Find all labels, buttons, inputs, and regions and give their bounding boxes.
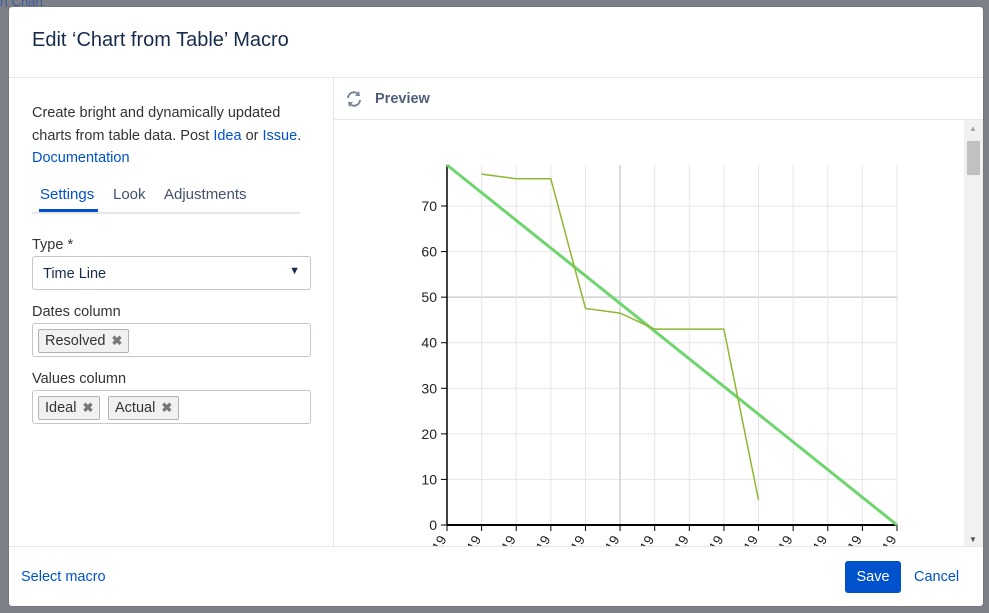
description-or: or (241, 127, 263, 144)
issue-link[interactable]: Issue (262, 127, 298, 144)
settings-tabs: Settings Look Adjustments (32, 186, 300, 214)
description-text: Create bright and dynamically updated ch… (32, 105, 281, 144)
series-line (446, 163, 898, 527)
preview-title: Preview (375, 91, 430, 107)
dialog-title: Edit ‘Chart from Table’ Macro (32, 29, 289, 51)
chip-label: Ideal (45, 400, 77, 416)
tab-look[interactable]: Look (113, 186, 146, 203)
y-tick-label: 20 (421, 426, 437, 442)
documentation-link[interactable]: Documentation (32, 150, 130, 166)
remove-icon[interactable]: ✖ (82, 400, 94, 415)
scroll-down-icon[interactable]: ▼ (969, 535, 977, 544)
dialog-footer: Select macro Save Cancel (9, 546, 983, 606)
y-tick-label: 0 (429, 517, 437, 533)
chevron-down-icon: ▼ (289, 265, 300, 277)
chip-label: Resolved (45, 333, 106, 349)
settings-panel: Create bright and dynamically updated ch… (9, 78, 334, 546)
chip-label: Actual (115, 400, 156, 416)
description-period: . (297, 127, 302, 144)
y-tick-label: 10 (421, 471, 437, 487)
save-button[interactable]: Save (845, 561, 901, 593)
type-label: Type * (32, 237, 74, 253)
description: Create bright and dynamically updated ch… (32, 102, 322, 170)
preview-header: Preview (334, 78, 983, 120)
select-macro-link[interactable]: Select macro (21, 569, 106, 585)
y-tick-label: 40 (421, 335, 437, 351)
y-tick-label: 60 (421, 244, 437, 260)
active-tab-indicator (39, 209, 98, 212)
y-tick-label: 50 (421, 289, 437, 305)
timeline-chart: 01020304050607027 May 201928 May 201929 … (398, 163, 900, 546)
scrollbar-thumb[interactable] (967, 141, 980, 175)
tab-settings[interactable]: Settings (40, 186, 95, 203)
remove-icon[interactable]: ✖ (161, 400, 173, 415)
chip-ideal: Ideal ✖ (38, 396, 101, 420)
scroll-up-icon[interactable]: ▲ (969, 124, 977, 133)
cancel-button[interactable]: Cancel (914, 569, 960, 585)
refresh-icon[interactable] (344, 89, 364, 114)
chip-actual: Actual ✖ (108, 396, 180, 420)
idea-link[interactable]: Idea (213, 127, 242, 144)
preview-scrollbar[interactable]: ▲ ▼ (964, 120, 983, 546)
values-column-label: Values column (32, 371, 127, 387)
chip-resolved: Resolved ✖ (38, 329, 130, 353)
type-select[interactable]: Time Line ▼ (32, 256, 311, 290)
y-tick-label: 30 (421, 380, 437, 396)
remove-icon[interactable]: ✖ (111, 333, 123, 348)
dates-column-label: Dates column (32, 304, 121, 320)
dates-column-input[interactable]: Resolved ✖ (32, 323, 311, 357)
type-select-value: Time Line (43, 266, 107, 282)
x-tick-label: 27 May 2019 (398, 533, 450, 546)
y-tick-label: 70 (421, 198, 437, 214)
values-column-input[interactable]: Ideal ✖ Actual ✖ (32, 390, 311, 424)
tab-adjustments[interactable]: Adjustments (164, 186, 247, 203)
chart-area: 01020304050607027 May 201928 May 201929 … (334, 120, 964, 546)
background-breadcrumb: rt Chart (0, 0, 44, 9)
macro-dialog: Edit ‘Chart from Table’ Macro Create bri… (9, 7, 983, 606)
preview-panel: Preview 01020304050607027 May 201928 May… (334, 78, 983, 546)
series-line (481, 173, 760, 501)
dialog-header: Edit ‘Chart from Table’ Macro (9, 7, 983, 78)
